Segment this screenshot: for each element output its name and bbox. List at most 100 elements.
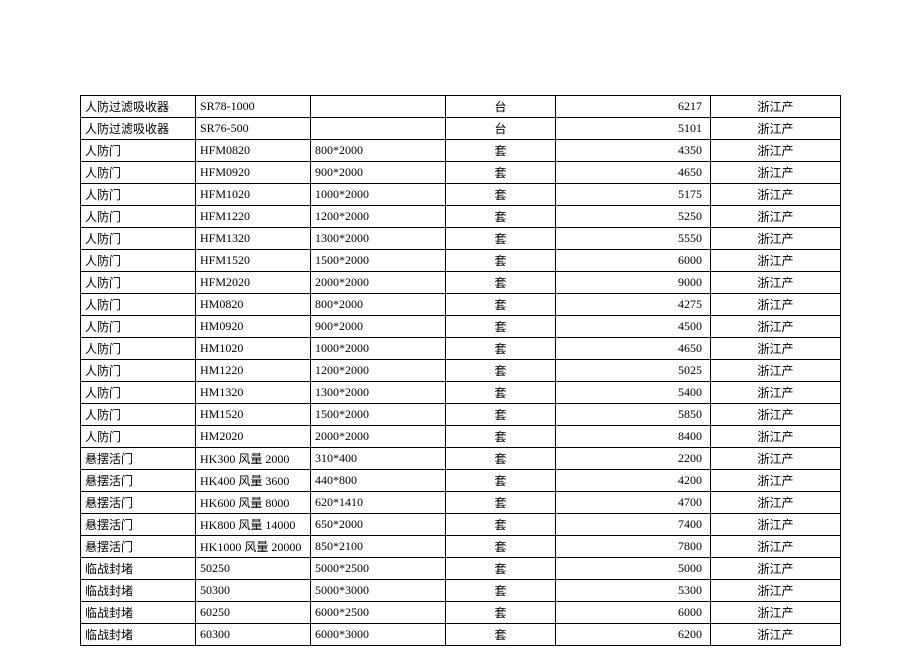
cell-spec: 1000*2000 [311, 338, 446, 360]
cell-model: HFM0920 [196, 162, 311, 184]
cell-origin: 浙江产 [711, 316, 841, 338]
cell-price: 4700 [556, 492, 711, 514]
cell-spec: 2000*2000 [311, 272, 446, 294]
cell-unit: 套 [446, 360, 556, 382]
cell-model: HFM1320 [196, 228, 311, 250]
cell-price: 8400 [556, 426, 711, 448]
cell-model: 60250 [196, 602, 311, 624]
cell-price: 5025 [556, 360, 711, 382]
cell-unit: 套 [446, 448, 556, 470]
table-row: 人防门HM13201300*2000套5400浙江产 [81, 382, 841, 404]
cell-spec: 800*2000 [311, 294, 446, 316]
cell-unit: 套 [446, 382, 556, 404]
cell-spec: 6000*2500 [311, 602, 446, 624]
cell-unit: 套 [446, 492, 556, 514]
cell-spec: 620*1410 [311, 492, 446, 514]
cell-unit: 套 [446, 536, 556, 558]
cell-spec: 1200*2000 [311, 360, 446, 382]
cell-name: 人防门 [81, 294, 196, 316]
cell-model: SR78-1000 [196, 96, 311, 118]
cell-name: 临战封堵 [81, 558, 196, 580]
cell-name: 人防门 [81, 184, 196, 206]
table-row: 人防门HFM20202000*2000套9000浙江产 [81, 272, 841, 294]
cell-price: 5400 [556, 382, 711, 404]
table-row: 悬摆活门HK600 风量 8000620*1410套4700浙江产 [81, 492, 841, 514]
cell-spec: 5000*2500 [311, 558, 446, 580]
table-row: 人防门HFM0820800*2000套4350浙江产 [81, 140, 841, 162]
table-row: 人防门HFM10201000*2000套5175浙江产 [81, 184, 841, 206]
table-row: 临战封堵503005000*3000套5300浙江产 [81, 580, 841, 602]
table-row: 人防门HM20202000*2000套8400浙江产 [81, 426, 841, 448]
cell-spec: 5000*3000 [311, 580, 446, 602]
cell-unit: 套 [446, 206, 556, 228]
cell-price: 4275 [556, 294, 711, 316]
cell-origin: 浙江产 [711, 228, 841, 250]
cell-origin: 浙江产 [711, 272, 841, 294]
cell-origin: 浙江产 [711, 602, 841, 624]
cell-spec: 650*2000 [311, 514, 446, 536]
table-row: 人防门HM15201500*2000套5850浙江产 [81, 404, 841, 426]
cell-name: 人防门 [81, 228, 196, 250]
cell-origin: 浙江产 [711, 492, 841, 514]
cell-spec: 1200*2000 [311, 206, 446, 228]
cell-unit: 套 [446, 470, 556, 492]
cell-name: 悬摆活门 [81, 536, 196, 558]
cell-spec: 2000*2000 [311, 426, 446, 448]
cell-name: 人防门 [81, 250, 196, 272]
cell-price: 4350 [556, 140, 711, 162]
cell-model: HK1000 风量 20000 [196, 536, 311, 558]
cell-price: 4650 [556, 338, 711, 360]
cell-name: 人防门 [81, 206, 196, 228]
cell-unit: 台 [446, 96, 556, 118]
cell-unit: 套 [446, 140, 556, 162]
cell-origin: 浙江产 [711, 448, 841, 470]
cell-name: 悬摆活门 [81, 514, 196, 536]
cell-unit: 套 [446, 602, 556, 624]
cell-price: 5250 [556, 206, 711, 228]
cell-name: 人防门 [81, 338, 196, 360]
cell-price: 5550 [556, 228, 711, 250]
cell-model: HK300 风量 2000 [196, 448, 311, 470]
cell-model: HM1220 [196, 360, 311, 382]
cell-name: 悬摆活门 [81, 470, 196, 492]
cell-spec: 850*2100 [311, 536, 446, 558]
table-row: 人防过滤吸收器SR78-1000台6217浙江产 [81, 96, 841, 118]
table-row: 人防门HM0920900*2000套4500浙江产 [81, 316, 841, 338]
cell-unit: 套 [446, 228, 556, 250]
cell-unit: 套 [446, 624, 556, 646]
cell-spec: 1300*2000 [311, 228, 446, 250]
cell-unit: 套 [446, 580, 556, 602]
cell-name: 人防门 [81, 360, 196, 382]
table-row: 临战封堵603006000*3000套6200浙江产 [81, 624, 841, 646]
table-row: 人防门HM12201200*2000套5025浙江产 [81, 360, 841, 382]
cell-spec: 310*400 [311, 448, 446, 470]
cell-name: 人防门 [81, 162, 196, 184]
cell-model: HFM1020 [196, 184, 311, 206]
cell-origin: 浙江产 [711, 338, 841, 360]
cell-origin: 浙江产 [711, 162, 841, 184]
cell-model: SR76-500 [196, 118, 311, 140]
cell-model: HK400 风量 3600 [196, 470, 311, 492]
cell-model: HFM0820 [196, 140, 311, 162]
table-row: 人防门HFM12201200*2000套5250浙江产 [81, 206, 841, 228]
cell-origin: 浙江产 [711, 426, 841, 448]
cell-price: 5175 [556, 184, 711, 206]
cell-spec: 1500*2000 [311, 404, 446, 426]
cell-spec: 900*2000 [311, 316, 446, 338]
cell-origin: 浙江产 [711, 118, 841, 140]
cell-price: 5850 [556, 404, 711, 426]
cell-origin: 浙江产 [711, 470, 841, 492]
cell-unit: 套 [446, 272, 556, 294]
cell-spec: 1000*2000 [311, 184, 446, 206]
cell-spec: 800*2000 [311, 140, 446, 162]
cell-model: 60300 [196, 624, 311, 646]
cell-price: 6217 [556, 96, 711, 118]
cell-model: HM2020 [196, 426, 311, 448]
cell-origin: 浙江产 [711, 96, 841, 118]
cell-model: HM1320 [196, 382, 311, 404]
cell-unit: 套 [446, 404, 556, 426]
cell-name: 悬摆活门 [81, 448, 196, 470]
cell-origin: 浙江产 [711, 382, 841, 404]
cell-origin: 浙江产 [711, 514, 841, 536]
cell-price: 4500 [556, 316, 711, 338]
